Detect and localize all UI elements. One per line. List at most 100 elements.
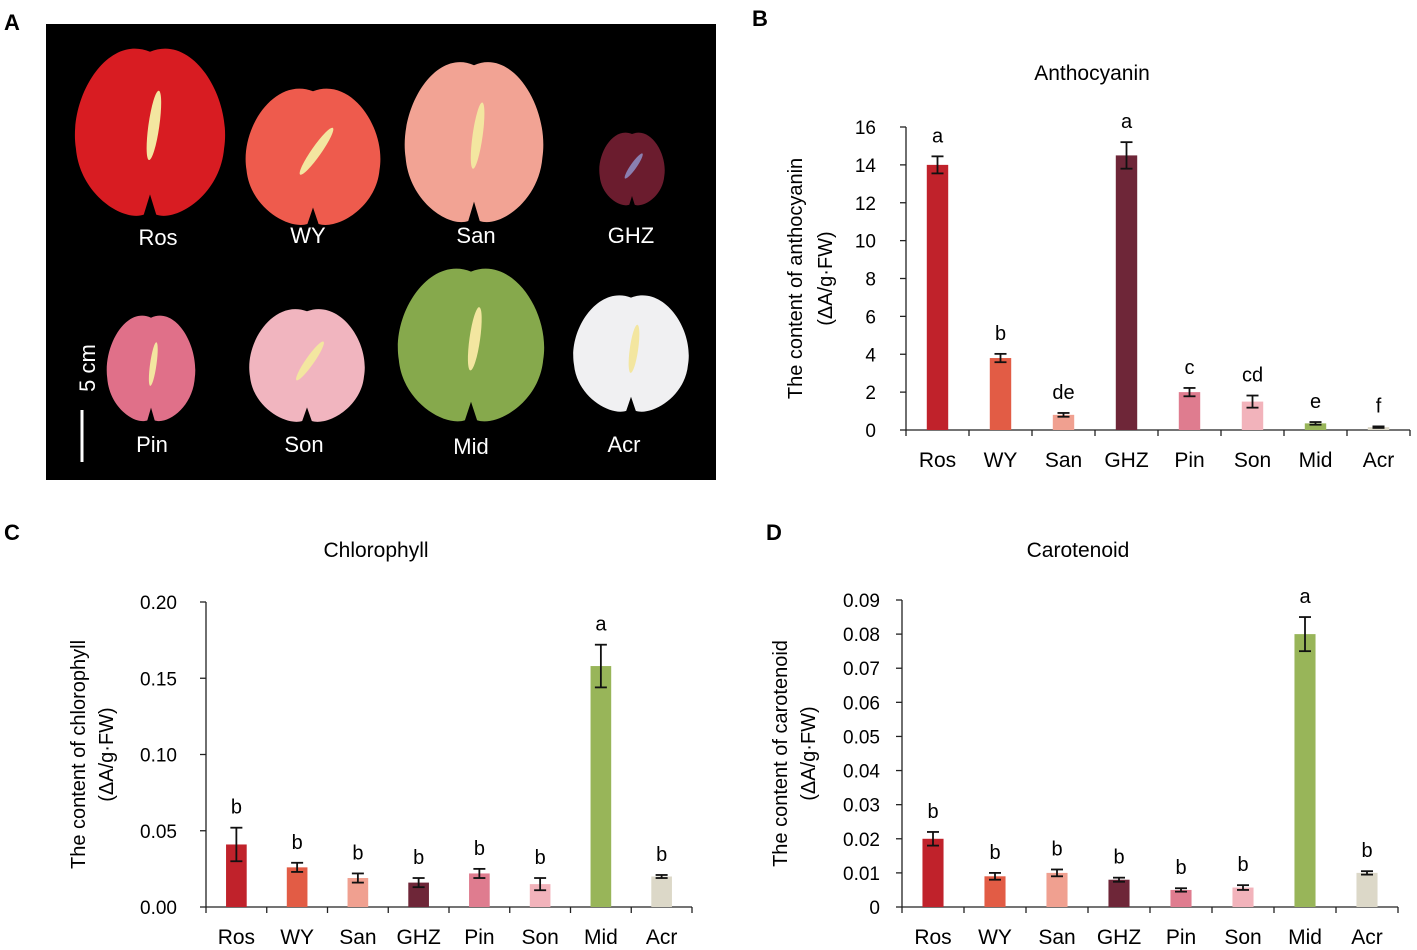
x-tick-label-san: San <box>339 926 376 949</box>
x-tick-label-son: Son <box>1234 449 1271 472</box>
significance-label-ros: b <box>927 801 938 823</box>
y-tick-label: 4 <box>865 345 876 366</box>
y-tick-label: 0.05 <box>140 822 177 843</box>
spadix-son <box>296 341 324 381</box>
x-tick-label-san: San <box>1038 926 1075 949</box>
x-tick-label-mid: Mid <box>1299 449 1333 472</box>
bar-mid <box>1304 423 1327 430</box>
bar-pin <box>1170 889 1192 907</box>
spadix-wy <box>299 127 334 175</box>
significance-label-mid: a <box>1299 586 1311 608</box>
x-tick-label-ros: Ros <box>914 926 951 949</box>
photo-panel: Ros WY San GHZ Pin Son Mid Acr 5 cm <box>46 24 716 480</box>
significance-label-wy: b <box>292 832 303 854</box>
bar-pin <box>1178 392 1201 430</box>
bar-son <box>1232 887 1254 907</box>
y-tick-label: 8 <box>865 270 876 291</box>
significance-label-san: b <box>352 842 363 864</box>
y-axis-unit: (ΔA/g·FW) <box>815 231 837 325</box>
significance-label-acr: b <box>656 844 667 866</box>
x-tick-label-son: Son <box>521 926 558 949</box>
y-tick-label: 0.06 <box>843 693 880 714</box>
y-tick-label: 0.04 <box>843 762 880 783</box>
y-tick-label: 2 <box>865 383 876 404</box>
y-axis-unit: (ΔA/g·FW) <box>798 706 820 800</box>
significance-label-acr: b <box>1361 840 1372 862</box>
y-tick-label: 10 <box>855 232 876 253</box>
y-tick-label: 0.09 <box>843 591 880 612</box>
significance-label-son: b <box>535 847 546 869</box>
y-tick-label: 16 <box>855 118 876 139</box>
y-tick-label: 0 <box>869 898 880 919</box>
y-tick-label: 0.08 <box>843 625 880 646</box>
y-tick-label: 12 <box>855 194 876 215</box>
bar-mid <box>590 666 612 907</box>
x-tick-label-ros: Ros <box>919 449 956 472</box>
bar-wy <box>989 358 1012 430</box>
x-tick-label-ghz: GHZ <box>1097 926 1142 949</box>
bar-pin <box>469 873 490 907</box>
x-tick-label-ros: Ros <box>218 926 255 949</box>
x-tick-label-acr: Acr <box>1363 449 1395 472</box>
x-tick-label-wy: WY <box>978 926 1012 949</box>
x-tick-label-son: Son <box>1224 926 1261 949</box>
bar-ros <box>922 838 944 907</box>
significance-label-pin: b <box>474 838 485 860</box>
y-axis-unit: (ΔA/g·FW) <box>96 707 118 801</box>
y-tick-label: 0 <box>865 421 876 442</box>
y-tick-label: 0.15 <box>140 669 177 690</box>
photo-label-wy: WY <box>290 223 326 248</box>
bar-ros <box>226 844 247 907</box>
significance-label-wy: b <box>995 323 1006 345</box>
photo-label-son: Son <box>284 432 323 457</box>
bar-wy <box>984 876 1006 907</box>
y-tick-label: 0.03 <box>843 796 880 817</box>
photo-label-mid: Mid <box>453 434 488 459</box>
bar-acr <box>1356 872 1378 907</box>
spadix-san <box>470 102 485 169</box>
bar-ghz <box>1108 879 1130 907</box>
photo-label-ghz: GHZ <box>608 223 654 248</box>
y-tick-label: 0.20 <box>140 593 177 614</box>
bar-ghz <box>1115 155 1138 430</box>
significance-label-mid: e <box>1310 391 1321 413</box>
x-tick-label-san: San <box>1045 449 1082 472</box>
significance-label-ros: a <box>932 125 944 147</box>
y-tick-label: 0.00 <box>140 898 177 919</box>
significance-label-ghz: b <box>1113 847 1124 869</box>
chart-title: Carotenoid <box>1027 539 1130 562</box>
spathe-images <box>74 48 689 422</box>
significance-label-ghz: b <box>413 847 424 869</box>
y-tick-label: 6 <box>865 307 876 328</box>
y-axis-label: The content of carotenoid <box>770 640 792 867</box>
spadix-acr <box>628 324 640 373</box>
x-tick-label-mid: Mid <box>584 926 618 949</box>
bar-san <box>347 878 369 907</box>
photo-label-pin: Pin <box>136 432 168 457</box>
y-tick-label: 0.05 <box>843 727 880 748</box>
y-axis-label: The content of chlorophyll <box>68 640 90 869</box>
x-tick-label-ghz: GHZ <box>396 926 441 949</box>
x-tick-label-pin: Pin <box>1174 449 1204 472</box>
photo-label-ros: Ros <box>138 225 177 250</box>
significance-label-ros: b <box>231 797 242 819</box>
bar-wy <box>286 867 308 907</box>
chart-title: Chlorophyll <box>323 539 428 562</box>
photo-labels: Ros WY San GHZ Pin Son Mid Acr <box>136 223 654 459</box>
spadix-ros <box>146 90 162 161</box>
x-tick-label-ghz: GHZ <box>1104 449 1149 472</box>
y-axis-label: The content of anthocyanin <box>785 158 807 399</box>
significance-label-pin: b <box>1175 857 1186 879</box>
bar-san <box>1052 414 1075 430</box>
bar-ros <box>926 164 949 430</box>
bar-son <box>1241 401 1264 430</box>
significance-label-son: b <box>1237 854 1248 876</box>
x-tick-label-wy: WY <box>280 926 314 949</box>
bar-mid <box>1294 634 1316 907</box>
photo-label-acr: Acr <box>608 432 641 457</box>
significance-label-son: cd <box>1242 365 1263 387</box>
panel-letter-d: D <box>766 520 782 545</box>
significance-label-ghz: a <box>1121 111 1133 133</box>
y-tick-label: 0.10 <box>140 746 177 767</box>
scale-bar-label: 5 cm <box>75 344 100 392</box>
